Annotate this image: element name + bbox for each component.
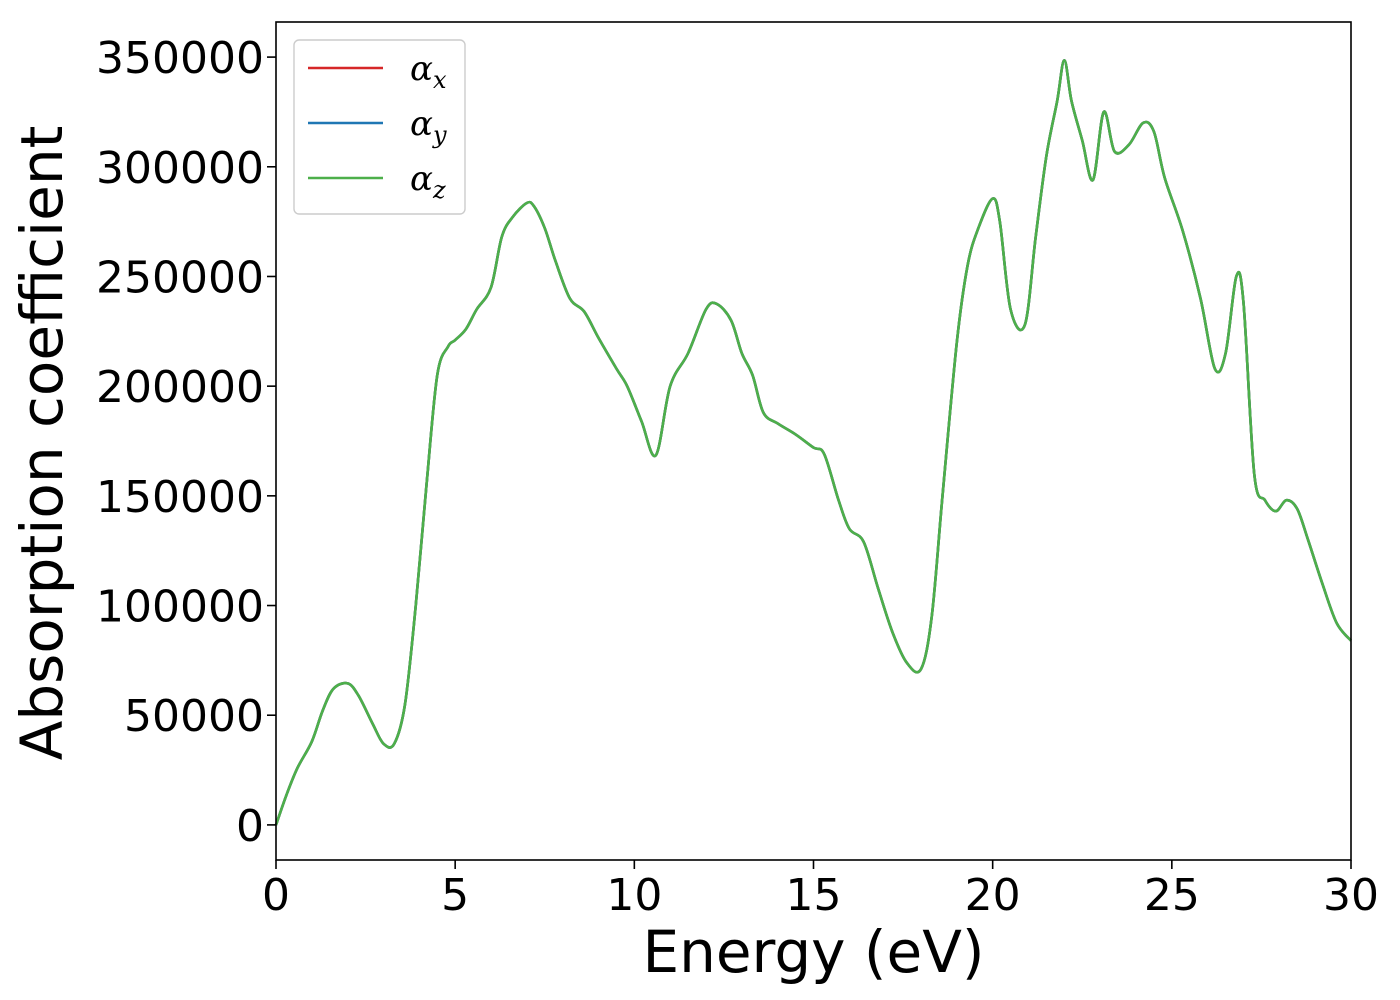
x-axis-ticks: 0 5 10 15 20 25 30: [262, 860, 1379, 921]
x-tick-label: 20: [965, 870, 1021, 921]
x-tick-label: 0: [262, 870, 290, 921]
legend-label-subscript: x: [433, 66, 447, 94]
y-tick-label: 300000: [96, 143, 264, 194]
legend-box: [293, 39, 466, 215]
x-axis-label: Energy (eV): [642, 918, 984, 986]
series-line-2: [274, 59, 1353, 826]
legend-label-subscript: y: [432, 121, 447, 149]
y-tick-label: 200000: [96, 362, 264, 413]
y-tick-label: 50000: [124, 691, 264, 742]
x-tick-label: 30: [1323, 870, 1379, 921]
y-tick-label: 350000: [96, 33, 264, 84]
x-tick-label: 25: [1144, 870, 1200, 921]
legend-label: αy: [410, 104, 447, 149]
legend-label: αx: [410, 49, 447, 94]
legend-label-base: α: [410, 49, 433, 89]
legend-label: αz: [410, 159, 446, 204]
y-tick-label: 150000: [96, 472, 264, 523]
y-tick-label: 250000: [96, 252, 264, 303]
series-layer: [274, 59, 1353, 826]
y-tick-label: 100000: [96, 582, 264, 633]
y-axis-label: Absorption coefficient: [8, 126, 76, 761]
y-tick-label: 0: [236, 801, 264, 852]
y-axis-ticks: 0 50000 100000 150000 200000 250000 300000 3500…: [96, 33, 276, 852]
x-tick-label: 10: [606, 870, 662, 921]
legend-label-base: α: [410, 159, 433, 199]
legend-label-base: α: [410, 104, 433, 144]
x-tick-label: 5: [441, 870, 469, 921]
legend-label-subscript: z: [432, 176, 446, 204]
x-tick-label: 15: [786, 870, 842, 921]
